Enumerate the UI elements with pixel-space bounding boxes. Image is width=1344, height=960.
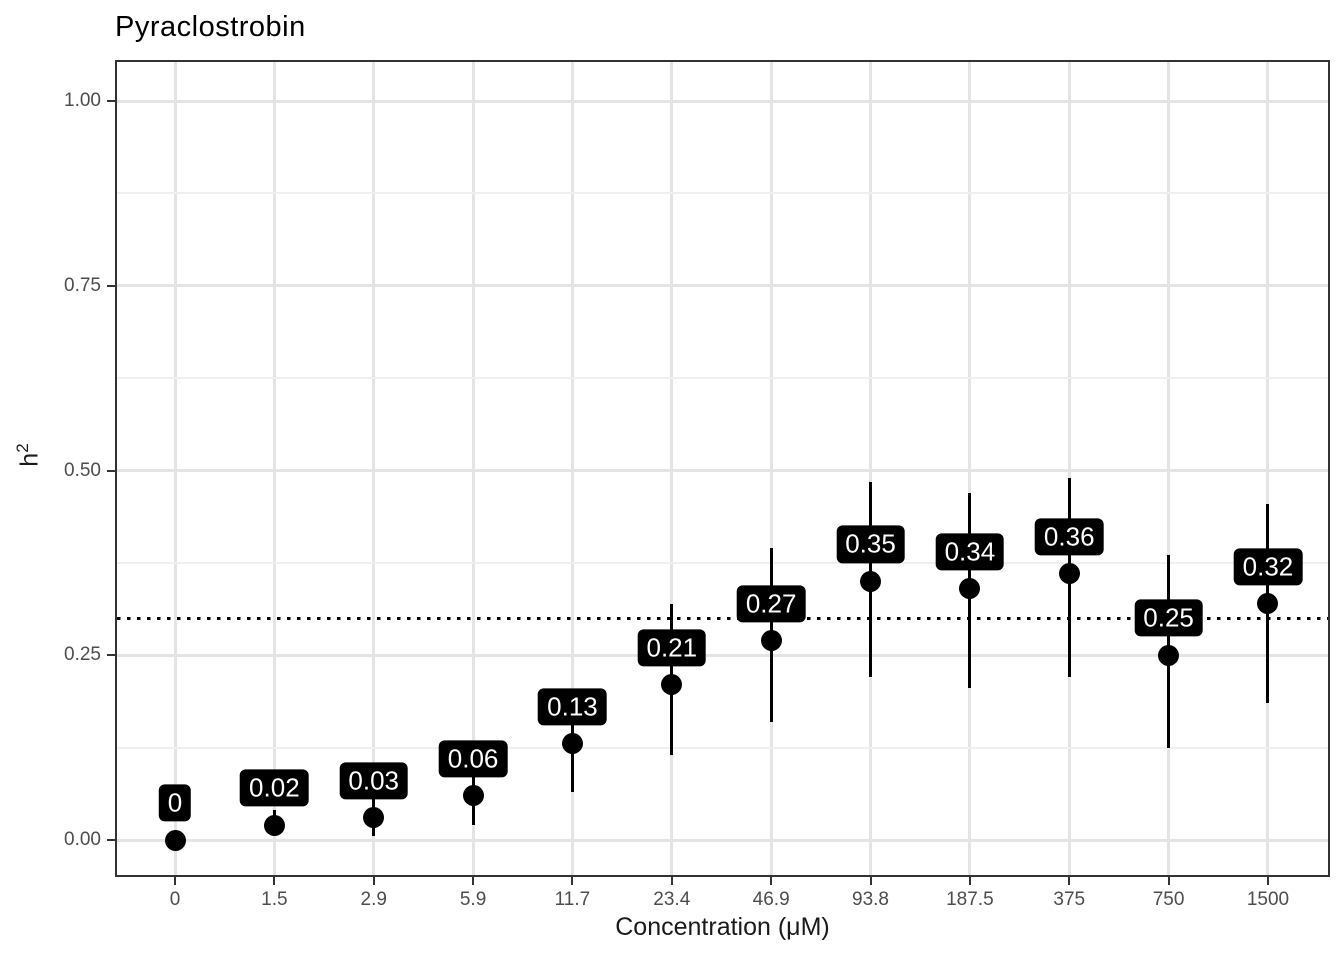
value-label: 0: [158, 784, 192, 822]
data-point: [164, 829, 186, 851]
data-point: [1158, 644, 1180, 666]
gridline-vertical: [173, 62, 177, 875]
y-tick-label: 0.00: [64, 829, 101, 850]
x-tick-mark: [472, 877, 475, 885]
data-point: [661, 674, 683, 696]
x-tick-mark: [869, 877, 872, 885]
gridline-vertical: [471, 62, 475, 875]
x-tick-label: 46.9: [752, 889, 790, 910]
gridline-minor: [117, 192, 1328, 195]
value-label: 0.34: [935, 533, 1005, 571]
x-tick-label: 2.9: [360, 889, 387, 910]
data-point: [860, 570, 882, 592]
x-tick-mark: [770, 877, 773, 885]
gridline-vertical: [1067, 62, 1071, 875]
gridline-minor: [117, 561, 1328, 564]
gridline-minor: [117, 746, 1328, 749]
gridline-vertical: [769, 62, 773, 875]
gridline-vertical: [968, 62, 972, 875]
x-tick-mark: [174, 877, 176, 885]
gridline-major: [117, 99, 1328, 103]
x-tick-label: 5.9: [459, 889, 487, 910]
data-point: [263, 814, 285, 836]
x-tick-label: 93.8: [852, 889, 889, 910]
gridline-vertical: [272, 62, 276, 875]
y-tick-label: 0.75: [64, 274, 101, 296]
value-label: 0.03: [339, 762, 409, 800]
gridline-vertical: [1167, 62, 1171, 875]
y-tick-mark: [107, 469, 115, 472]
data-point: [959, 578, 981, 600]
x-tick-mark: [1068, 877, 1071, 885]
gridline-vertical: [670, 62, 674, 875]
gridline-vertical: [1266, 62, 1270, 875]
x-tick-mark: [1266, 877, 1269, 885]
data-point: [462, 785, 484, 807]
gridline-vertical: [372, 62, 376, 875]
x-axis-title: Concentration (μM): [615, 913, 830, 941]
data-point: [1058, 563, 1080, 585]
value-label: 0.02: [240, 769, 309, 807]
gridline-major: [117, 838, 1328, 842]
y-tick-mark: [107, 654, 115, 657]
data-point: [363, 807, 385, 829]
chart-title: Pyraclostrobin: [115, 11, 306, 43]
data-point: [1257, 593, 1279, 615]
gridline-major: [117, 469, 1328, 472]
x-tick-mark: [571, 877, 574, 885]
gridline-vertical: [869, 62, 873, 875]
y-tick-label: 1.00: [64, 90, 101, 111]
x-tick-label: 23.4: [653, 889, 691, 910]
y-tick-label: 0.25: [64, 644, 101, 666]
x-tick-label: 1.5: [261, 889, 288, 910]
value-label: 0.35: [836, 525, 905, 563]
x-tick-mark: [1167, 877, 1170, 885]
gridline-minor: [117, 377, 1328, 380]
x-tick-mark: [968, 877, 971, 885]
value-label: 0.27: [736, 584, 806, 623]
value-label: 0.06: [438, 740, 508, 778]
value-label: 0.13: [538, 688, 607, 726]
x-tick-label: 1500: [1246, 889, 1290, 910]
gridline-vertical: [570, 62, 574, 875]
y-tick-mark: [107, 100, 115, 102]
value-label: 0.36: [1034, 518, 1104, 556]
x-tick-label: 11.7: [554, 889, 591, 910]
x-tick-label: 0: [169, 889, 181, 910]
y-axis-title-superscript: 2: [13, 443, 32, 453]
x-tick-label: 750: [1152, 889, 1185, 910]
y-tick-mark: [107, 839, 115, 841]
x-tick-mark: [670, 877, 673, 885]
gridline-major: [117, 284, 1328, 288]
y-tick-label: 0.50: [64, 459, 101, 481]
value-label: 0.25: [1134, 599, 1203, 637]
y-tick-mark: [107, 284, 115, 287]
value-label: 0.21: [637, 629, 707, 667]
x-tick-mark: [273, 877, 276, 885]
x-tick-label: 375: [1053, 889, 1086, 910]
value-label: 0.32: [1233, 547, 1303, 586]
x-tick-mark: [372, 877, 375, 885]
x-tick-label: 187.5: [946, 889, 994, 910]
gridline-major: [117, 653, 1328, 657]
reference-line: [117, 616, 1328, 620]
data-point: [561, 733, 583, 755]
plot-panel: 0 0.02 0.03 0.06 0.13 0.21 0.27 0.35 0.34 0.36 0.2…: [115, 60, 1330, 877]
data-point: [760, 629, 782, 651]
